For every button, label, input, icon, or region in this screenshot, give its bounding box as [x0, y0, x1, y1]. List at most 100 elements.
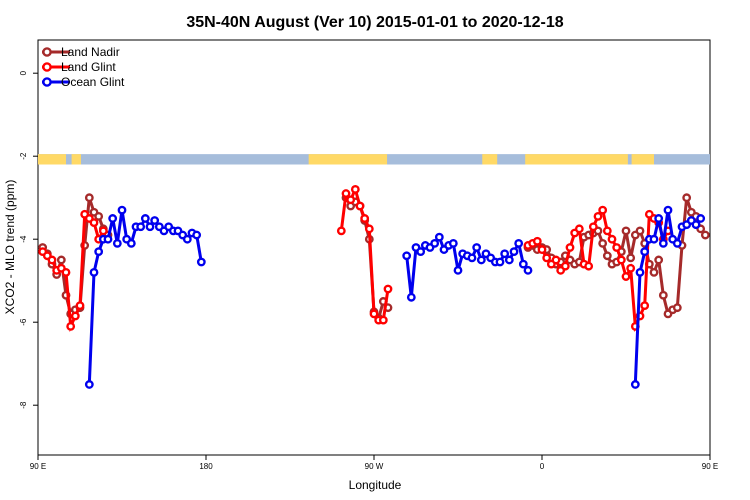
data-point — [514, 238, 524, 248]
data-point — [66, 321, 76, 331]
series-group — [38, 184, 710, 389]
data-point — [467, 253, 477, 263]
x-axis-label: Longitude — [349, 478, 402, 492]
data-point — [182, 234, 192, 244]
data-point — [136, 222, 146, 232]
data-point — [565, 243, 575, 252]
data-point — [616, 255, 626, 265]
data-point — [346, 195, 356, 205]
data-point — [621, 226, 631, 236]
legend-item: Ocean Glint — [42, 75, 125, 89]
data-point — [453, 265, 463, 275]
land-strip-segment — [631, 154, 654, 165]
data-point — [504, 255, 514, 265]
data-point — [434, 232, 444, 242]
y-tick-label: -2 — [19, 152, 28, 160]
data-point — [75, 301, 85, 310]
data-point — [682, 193, 692, 203]
data-point — [523, 265, 533, 275]
data-point — [341, 189, 351, 198]
data-point — [364, 224, 374, 234]
legend-swatch-marker — [42, 77, 52, 87]
y-tick-label: -8 — [19, 401, 28, 409]
data-point — [649, 267, 659, 277]
data-point — [84, 193, 94, 203]
data-point — [103, 234, 113, 244]
data-point — [378, 315, 388, 325]
data-point — [593, 211, 603, 221]
data-point — [500, 249, 510, 259]
legend-label: Land Glint — [61, 60, 116, 74]
data-point — [551, 255, 561, 265]
data-point — [700, 230, 710, 240]
data-point — [61, 267, 71, 277]
data-point — [626, 263, 636, 273]
data-point — [532, 236, 542, 246]
chart-title: 35N-40N August (Ver 10) 2015-01-01 to 20… — [186, 14, 563, 31]
data-point — [509, 247, 519, 257]
data-point — [654, 255, 664, 265]
data-point — [658, 238, 668, 248]
data-point — [89, 267, 99, 277]
data-point — [574, 224, 584, 234]
data-point — [626, 253, 636, 263]
data-point — [430, 238, 440, 248]
data-point — [612, 243, 622, 252]
y-tick-label: -4 — [19, 235, 28, 243]
x-axis: 90 E 180 90 W 0 90 E — [30, 455, 718, 471]
data-point — [672, 238, 682, 248]
data-point — [598, 205, 608, 215]
land-strip-segment — [482, 154, 498, 165]
data-point — [360, 214, 370, 223]
land-strip-segment — [71, 154, 81, 165]
data-point — [140, 214, 150, 223]
data-point — [336, 226, 346, 236]
data-point — [602, 251, 612, 261]
y-axis: 0 -2 -4 -6 -8 — [19, 70, 38, 409]
legend-label: Land Nadir — [61, 45, 120, 59]
legend-item: Land Glint — [42, 60, 116, 74]
data-point — [47, 255, 57, 265]
data-point — [416, 247, 426, 257]
data-point — [658, 290, 668, 300]
legend-swatch-marker — [42, 47, 52, 57]
data-point — [635, 226, 645, 236]
land-strip-segment — [308, 154, 388, 165]
data-point — [518, 259, 528, 269]
legend-label: Ocean Glint — [61, 75, 125, 89]
data-point — [635, 267, 645, 277]
data-point — [663, 205, 673, 215]
data-point — [672, 303, 682, 313]
land-strip-segment — [525, 154, 628, 165]
data-point — [542, 253, 552, 263]
data-point — [369, 309, 379, 319]
data-point — [150, 216, 160, 225]
data-point — [598, 238, 608, 248]
data-point — [192, 230, 202, 240]
data-point — [537, 245, 547, 254]
data-point — [607, 234, 617, 244]
x-tick-label: 180 — [199, 462, 213, 471]
data-point — [602, 226, 612, 236]
data-point — [448, 238, 458, 248]
data-point — [472, 243, 482, 252]
land-ocean-strip — [38, 154, 710, 165]
data-point — [640, 301, 650, 310]
data-point — [70, 311, 80, 321]
data-point — [588, 222, 598, 232]
x-tick-label: 90 E — [30, 462, 46, 471]
data-point — [383, 284, 393, 294]
data-point — [145, 222, 155, 232]
data-point — [495, 257, 505, 267]
legend-item: Land Nadir — [42, 45, 120, 59]
y-axis-label: XCO2 - MLO trend (ppm) — [3, 180, 17, 315]
data-point — [94, 247, 104, 257]
data-point — [355, 201, 365, 211]
x-tick-label: 0 — [540, 462, 545, 471]
data-point — [108, 214, 118, 223]
series-land-glint — [38, 184, 673, 333]
data-point — [691, 220, 701, 230]
data-point — [630, 380, 640, 389]
